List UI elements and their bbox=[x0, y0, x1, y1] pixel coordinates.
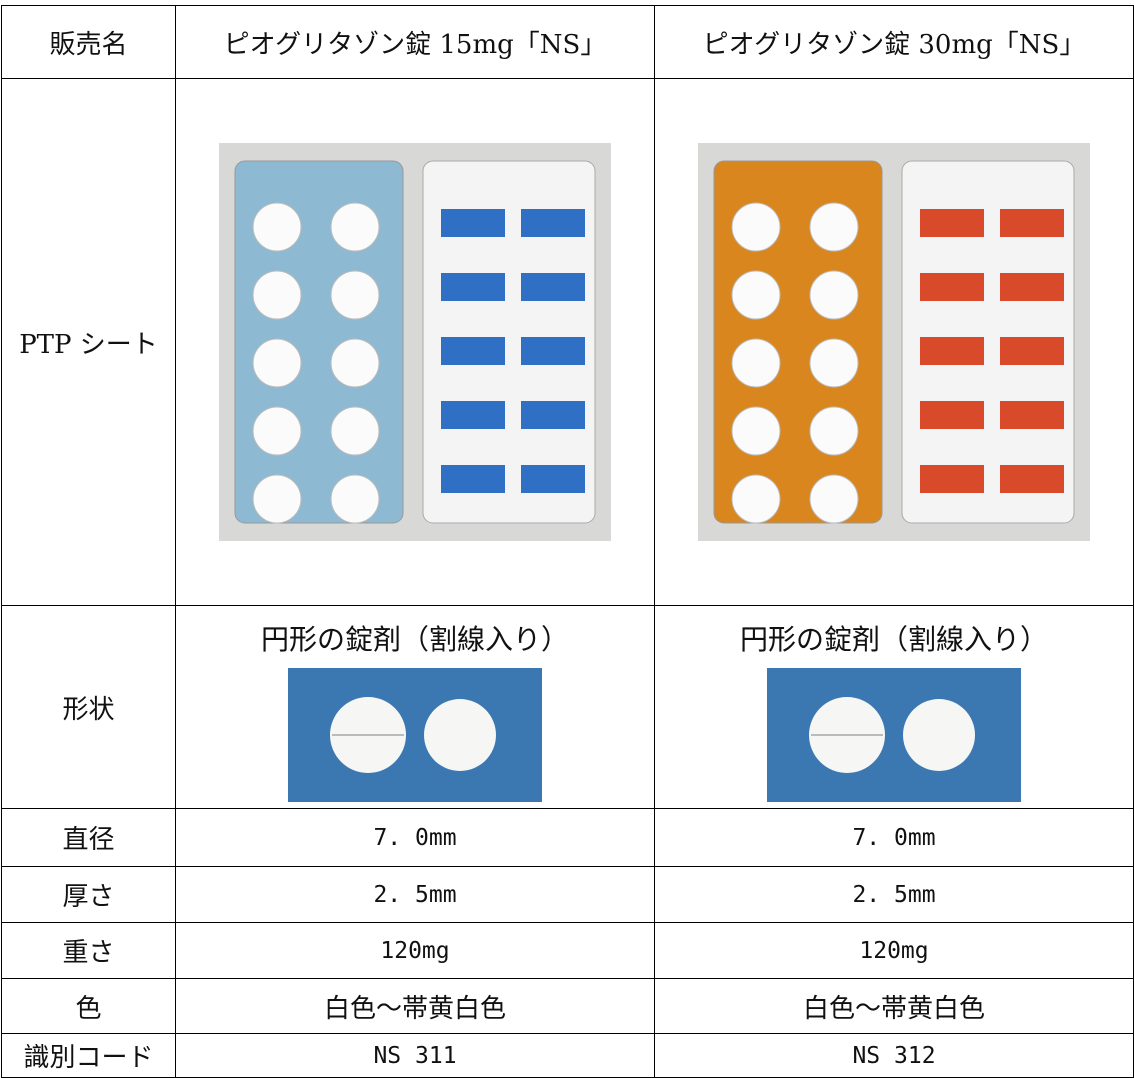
row-label: 直径 bbox=[1, 808, 176, 867]
tablet bbox=[809, 270, 859, 320]
tablet bbox=[903, 699, 975, 771]
label-block bbox=[441, 337, 505, 365]
tablet bbox=[731, 270, 781, 320]
pill-photo bbox=[288, 668, 542, 802]
label-block bbox=[920, 273, 984, 301]
tablet bbox=[809, 474, 859, 524]
tablet bbox=[252, 270, 302, 320]
pill-bg bbox=[767, 668, 1021, 802]
cell: 7. 0mm bbox=[654, 808, 1134, 867]
tablet bbox=[731, 406, 781, 456]
cell: NS 311 bbox=[175, 1033, 655, 1078]
tablet bbox=[330, 474, 380, 524]
label-block bbox=[521, 337, 585, 365]
cell: 120mg bbox=[175, 922, 655, 979]
tablet bbox=[252, 202, 302, 252]
cell: 120mg bbox=[654, 922, 1134, 979]
pill-photo bbox=[767, 668, 1021, 802]
cell: 7. 0mm bbox=[175, 808, 655, 867]
label-block bbox=[521, 401, 585, 429]
label-block bbox=[1000, 465, 1064, 493]
cell: 白色～帯黄白色 bbox=[654, 978, 1134, 1034]
label-block bbox=[1000, 401, 1064, 429]
label-block bbox=[521, 273, 585, 301]
row-label: PTP シート bbox=[1, 78, 176, 606]
header-cell: 販売名 bbox=[1, 5, 176, 79]
row-label: 重さ bbox=[1, 922, 176, 979]
tablet bbox=[731, 474, 781, 524]
label-block bbox=[1000, 337, 1064, 365]
tablet bbox=[809, 338, 859, 388]
cell: NS 312 bbox=[654, 1033, 1134, 1078]
label-block bbox=[521, 465, 585, 493]
backing bbox=[422, 160, 596, 524]
cell: 2. 5mm bbox=[654, 866, 1134, 923]
label-block bbox=[920, 401, 984, 429]
ptp-photo bbox=[698, 143, 1090, 541]
row-label: 厚さ bbox=[1, 866, 176, 923]
tablet bbox=[809, 406, 859, 456]
row: 厚さ 2. 5mm 2. 5mm bbox=[1, 866, 1134, 923]
ptp-photo bbox=[219, 143, 611, 541]
label-block bbox=[920, 209, 984, 237]
tablet bbox=[252, 406, 302, 456]
label-block bbox=[920, 465, 984, 493]
cell: 円形の錠剤（割線入り） bbox=[654, 605, 1134, 809]
row-label: 色 bbox=[1, 978, 176, 1034]
pill-bg bbox=[288, 668, 542, 802]
photo-cell bbox=[654, 78, 1134, 606]
header-row: 販売名 ピオグリタゾン錠 15mg「NS」 ピオグリタゾン錠 30mg「NS」 bbox=[1, 5, 1134, 79]
row: 直径 7. 0mm 7. 0mm bbox=[1, 808, 1134, 867]
row: 色白色～帯黄白色 白色～帯黄白色 bbox=[1, 978, 1134, 1034]
label-block bbox=[920, 337, 984, 365]
label-block bbox=[441, 209, 505, 237]
tablet bbox=[252, 338, 302, 388]
tablet bbox=[424, 699, 496, 771]
tablet bbox=[330, 406, 380, 456]
label-block bbox=[441, 273, 505, 301]
cell: 2. 5mm bbox=[175, 866, 655, 923]
row: PTP シート bbox=[1, 78, 1134, 606]
row: 重さ 120mg 120mg bbox=[1, 922, 1134, 979]
tablet bbox=[731, 338, 781, 388]
row-label: 形状 bbox=[1, 605, 176, 809]
tablet bbox=[330, 270, 380, 320]
shape-caption: 円形の錠剤（割線入り） bbox=[260, 623, 569, 656]
drug-table: 販売名 ピオグリタゾン錠 15mg「NS」 ピオグリタゾン錠 30mg「NS」 … bbox=[1, 5, 1134, 1078]
label-block bbox=[1000, 209, 1064, 237]
photo-cell bbox=[175, 78, 655, 606]
row-label: 識別コード bbox=[1, 1033, 176, 1078]
shape-caption: 円形の錠剤（割線入り） bbox=[739, 623, 1048, 656]
row: 形状 円形の錠剤（割線入り） 円形の錠剤（割線入り） bbox=[1, 605, 1134, 809]
header-cell: ピオグリタゾン錠 30mg「NS」 bbox=[654, 5, 1134, 79]
tablet bbox=[809, 202, 859, 252]
cell: 白色～帯黄白色 bbox=[175, 978, 655, 1034]
tablet bbox=[330, 338, 380, 388]
row: 識別コード NS 311 NS 312 bbox=[1, 1033, 1134, 1078]
label-block bbox=[441, 465, 505, 493]
label-block bbox=[1000, 273, 1064, 301]
tablet bbox=[252, 474, 302, 524]
header-cell: ピオグリタゾン錠 15mg「NS」 bbox=[175, 5, 655, 79]
cell: 円形の錠剤（割線入り） bbox=[175, 605, 655, 809]
label-block bbox=[441, 401, 505, 429]
label-block bbox=[521, 209, 585, 237]
tablet bbox=[330, 202, 380, 252]
backing bbox=[901, 160, 1075, 524]
tablet bbox=[731, 202, 781, 252]
